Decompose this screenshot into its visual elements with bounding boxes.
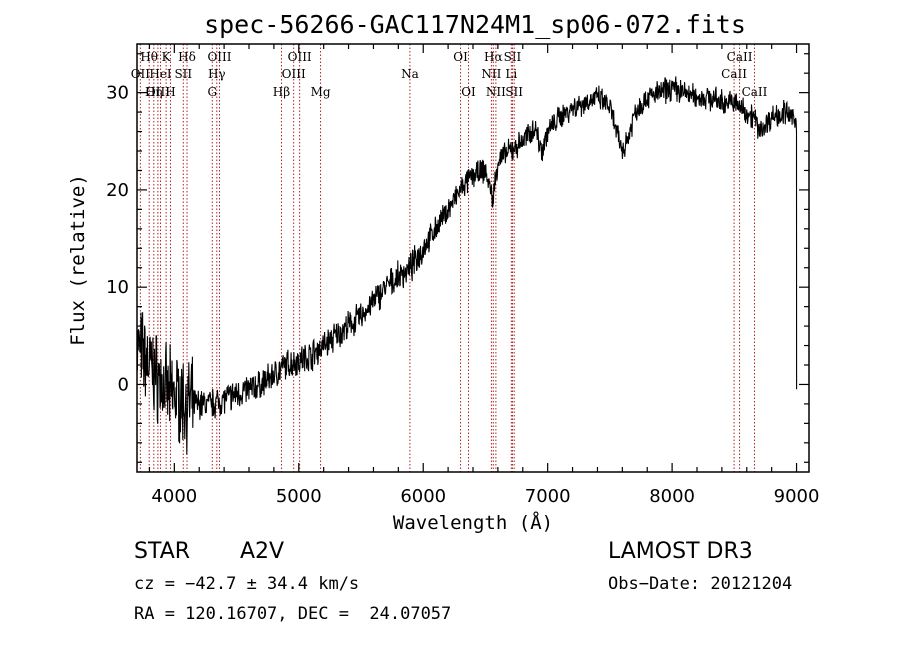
spectral-line-label: OII bbox=[131, 67, 151, 81]
spectral-line-label: OI bbox=[453, 50, 468, 64]
spectral-line-label: Mg bbox=[311, 85, 331, 99]
x-tick-label: 7000 bbox=[525, 486, 571, 507]
x-axis-label: Wavelength (Å) bbox=[393, 511, 553, 534]
spectral-line-label: NII bbox=[481, 67, 501, 81]
spectral-line-label: K bbox=[162, 50, 172, 64]
y-tick-label: 10 bbox=[106, 277, 129, 298]
spectral-lines: HθOIIHηOIIIHeIKHSIIHδHγGOIIIHβOIIIOIIIMg… bbox=[131, 44, 768, 472]
spectral-line-label: SII bbox=[505, 85, 523, 99]
y-tick-label: 20 bbox=[106, 180, 129, 201]
redshift-velocity: cz = −42.7 ± 34.4 km/s bbox=[134, 574, 360, 594]
spectral-line-label: Hβ bbox=[273, 85, 290, 99]
chart-title: spec-56266-GAC117N24M1_sp06-072.fits bbox=[204, 10, 746, 39]
spectral-line-label: Hθ bbox=[140, 50, 158, 64]
spectral-line-label: Hα bbox=[484, 50, 503, 64]
object-class: STAR bbox=[134, 539, 191, 564]
spectral-line-label: NII bbox=[486, 85, 506, 99]
spectral-line-label: CaII bbox=[742, 85, 768, 99]
spectral-line-label: OIII bbox=[146, 85, 170, 99]
spectral-line-label: OI bbox=[461, 85, 476, 99]
spectral-line-label: OIII bbox=[288, 50, 312, 64]
spectral-line-label: Li bbox=[505, 67, 517, 81]
spectral-line-label: Na bbox=[401, 67, 419, 81]
spectral-line-label: OIII bbox=[207, 50, 231, 64]
spectral-line-label: G bbox=[207, 85, 217, 99]
spectral-line-label: OIII bbox=[282, 67, 306, 81]
survey-name: LAMOST DR3 bbox=[608, 539, 753, 564]
spectral-line-label: H bbox=[165, 85, 175, 99]
observation-date: Obs−Date: 20121204 bbox=[608, 574, 793, 594]
axis-ticks: 4000 5000 6000 7000 8000 9000 0 10 20 30 bbox=[106, 44, 819, 507]
spectrum-trace bbox=[136, 76, 798, 455]
spectral-line-label: HeI bbox=[149, 67, 172, 81]
x-tick-label: 8000 bbox=[649, 486, 695, 507]
x-tick-label: 5000 bbox=[276, 486, 322, 507]
object-subclass: A2V bbox=[240, 539, 285, 564]
x-tick-label: 9000 bbox=[774, 486, 820, 507]
spectral-line-label: Hδ bbox=[178, 50, 196, 64]
spectral-line-label: SII bbox=[174, 67, 192, 81]
x-tick-label: 6000 bbox=[400, 486, 446, 507]
spectral-line-label: CaII bbox=[727, 50, 753, 64]
spectral-line-label: Hγ bbox=[208, 67, 226, 81]
spectral-line-label: CaII bbox=[721, 67, 747, 81]
spectral-line-label: Hη bbox=[145, 85, 163, 99]
spectrum-series bbox=[136, 76, 798, 455]
spectral-line-label: SII bbox=[504, 50, 522, 64]
y-tick-label: 0 bbox=[118, 374, 129, 395]
x-tick-label: 4000 bbox=[151, 486, 197, 507]
y-axis-label: Flux (relative) bbox=[67, 174, 89, 346]
coordinates: RA = 120.16707, DEC = 24.07057 bbox=[134, 604, 452, 624]
plot-frame bbox=[136, 43, 810, 473]
y-tick-label: 30 bbox=[106, 83, 129, 104]
